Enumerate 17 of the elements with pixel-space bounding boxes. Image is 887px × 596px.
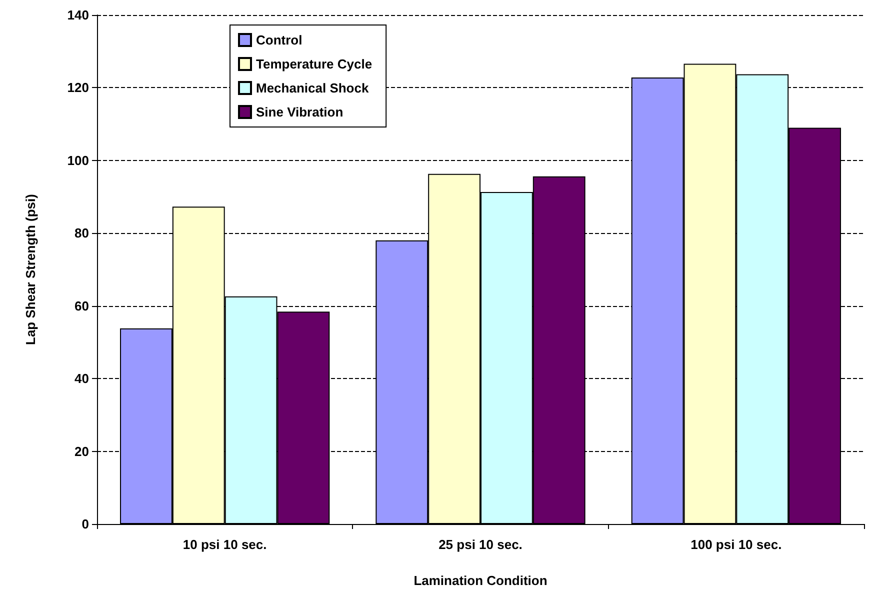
y-tick-label: 60	[74, 298, 89, 314]
x-tick-label: 10 psi 10 sec.	[182, 537, 267, 552]
x-tick-label: 100 psi 10 sec.	[690, 537, 782, 552]
legend-label: Temperature Cycle	[256, 56, 372, 72]
x-tick-label: 25 psi 10 sec.	[438, 537, 522, 552]
legend-label: Control	[256, 32, 302, 48]
x-axis-title: Lamination Condition	[414, 573, 548, 588]
y-axis-title: Lap Shear Strength (psi)	[23, 194, 38, 345]
y-tick-label: 120	[67, 80, 89, 96]
legend-label: Sine Vibration	[256, 104, 344, 120]
legend-label: Mechanical Shock	[256, 80, 370, 96]
y-tick-label: 80	[74, 226, 89, 241]
y-tick-label: 40	[74, 371, 89, 386]
y-tick-label: 20	[74, 444, 89, 459]
y-tick-label: 140	[67, 8, 89, 22]
y-tick-label: 0	[82, 516, 89, 532]
y-tick-label: 100	[67, 152, 89, 168]
